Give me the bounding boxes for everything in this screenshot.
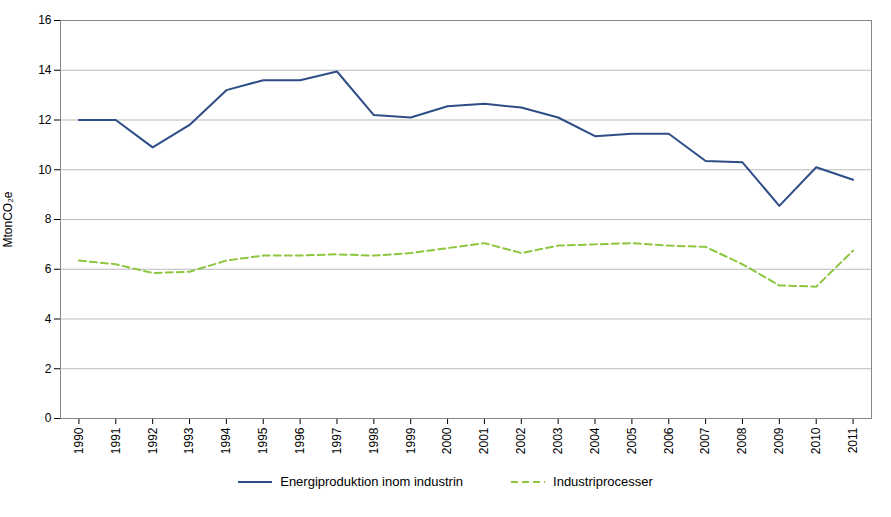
svg-text:MtonCO₂e: MtonCO₂e	[1, 191, 15, 247]
svg-text:1991: 1991	[109, 427, 123, 454]
svg-text:2: 2	[45, 362, 52, 376]
svg-text:1993: 1993	[182, 427, 196, 454]
svg-text:6: 6	[45, 262, 52, 276]
svg-text:4: 4	[45, 312, 52, 326]
svg-text:2004: 2004	[588, 427, 602, 454]
svg-text:2007: 2007	[698, 427, 712, 454]
svg-text:8: 8	[45, 212, 52, 226]
svg-text:16: 16	[38, 13, 52, 27]
svg-text:2010: 2010	[809, 427, 823, 454]
svg-text:1990: 1990	[72, 427, 86, 454]
svg-text:1992: 1992	[145, 427, 159, 454]
svg-text:2002: 2002	[514, 427, 528, 454]
svg-text:2001: 2001	[477, 427, 491, 454]
svg-text:1994: 1994	[219, 427, 233, 454]
svg-text:12: 12	[38, 113, 52, 127]
svg-text:2003: 2003	[551, 427, 565, 454]
svg-text:1995: 1995	[256, 427, 270, 454]
html-text:Industriprocesser: Industriprocesser	[553, 474, 653, 489]
svg-text:1997: 1997	[330, 427, 344, 454]
svg-text:14: 14	[38, 63, 52, 77]
svg-text:2009: 2009	[772, 427, 786, 454]
svg-text:1999: 1999	[404, 427, 418, 454]
svg-text:1998: 1998	[367, 427, 381, 454]
svg-text:0: 0	[45, 411, 52, 425]
svg-text:10: 10	[38, 163, 52, 177]
svg-text:1996: 1996	[293, 427, 307, 454]
svg-text:2008: 2008	[735, 427, 749, 454]
html-text:Energiproduktion inom industri: Energiproduktion inom industrin	[280, 474, 463, 489]
svg-text:2000: 2000	[440, 427, 454, 454]
svg-text:2006: 2006	[662, 427, 676, 454]
svg-text:2005: 2005	[625, 427, 639, 454]
svg-text:2011: 2011	[846, 427, 860, 453]
